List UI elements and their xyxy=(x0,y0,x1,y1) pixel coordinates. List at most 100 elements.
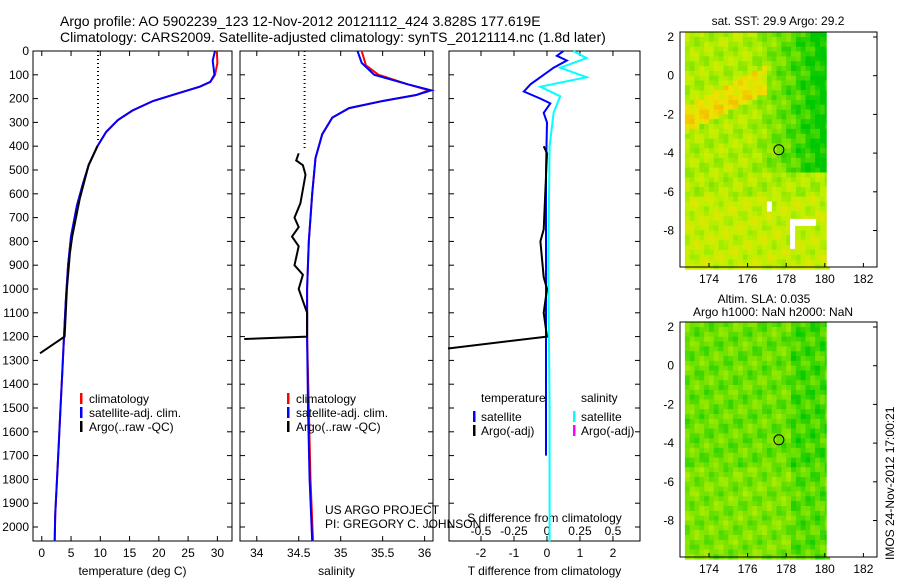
map-cell xyxy=(742,249,748,256)
map-cell xyxy=(713,240,719,246)
map-cell xyxy=(771,99,777,106)
map-cell xyxy=(689,245,695,251)
map-cell xyxy=(800,143,806,149)
map-cell xyxy=(815,109,821,115)
map-cell xyxy=(762,119,768,125)
map-cell xyxy=(776,380,782,386)
map-cell xyxy=(781,61,787,67)
x-tick-label: 20 xyxy=(152,546,166,560)
map-cell xyxy=(723,510,729,516)
map-cell xyxy=(762,235,768,241)
map-cell xyxy=(800,196,806,202)
map-cell xyxy=(699,109,705,115)
map-cell xyxy=(795,443,802,449)
map-cell xyxy=(781,447,787,454)
map-cell xyxy=(733,544,739,550)
map-cell xyxy=(781,418,787,425)
map-cell xyxy=(684,80,691,86)
map-cell xyxy=(815,240,821,246)
map-cell xyxy=(805,201,811,207)
map-cell xyxy=(689,506,695,512)
map-cell xyxy=(704,457,710,463)
map-cell xyxy=(795,506,802,512)
map-cell xyxy=(781,423,787,429)
y-tick-label: 1900 xyxy=(2,496,29,510)
map-cell xyxy=(810,206,816,212)
map-cell xyxy=(718,462,724,468)
map-cell xyxy=(699,535,705,541)
map-title: Altim. SLA: 0.035 xyxy=(718,292,811,306)
map-cell xyxy=(766,365,773,371)
map-cell xyxy=(723,399,729,405)
map-cell xyxy=(800,187,806,193)
map-cell xyxy=(728,109,734,115)
map-cell xyxy=(820,182,826,188)
map-cell xyxy=(766,90,773,96)
map-cell xyxy=(713,360,719,367)
x-axis-label: salinity xyxy=(318,564,355,578)
map-cell xyxy=(747,331,753,337)
map-cell xyxy=(757,85,763,91)
map-cell xyxy=(757,481,763,487)
map-cell xyxy=(786,51,792,57)
map-cell xyxy=(694,230,700,236)
map-cell xyxy=(820,109,826,115)
map-cell xyxy=(704,196,710,202)
map-cell xyxy=(704,80,710,86)
map-cell xyxy=(791,341,797,347)
map-cell xyxy=(694,249,700,256)
map-cell xyxy=(810,380,816,386)
map-cell xyxy=(795,520,802,526)
map-cell xyxy=(718,433,724,439)
map-cell xyxy=(689,240,695,246)
map-cell xyxy=(704,535,710,541)
map-cell xyxy=(733,462,739,468)
map-cell xyxy=(762,380,768,386)
map-cell xyxy=(728,428,734,434)
map-cell xyxy=(689,530,695,536)
map-cell xyxy=(689,216,695,222)
map-cell xyxy=(820,428,826,434)
map-cell xyxy=(757,360,763,367)
map-cell xyxy=(738,375,744,381)
map-cell xyxy=(810,216,816,222)
map-cell xyxy=(738,428,744,434)
map-cell xyxy=(820,104,826,110)
map-cell xyxy=(776,452,782,458)
y-tick-label: 200 xyxy=(9,92,29,106)
map-cell xyxy=(815,409,821,415)
map-cell xyxy=(800,462,806,468)
map-cell xyxy=(733,177,739,183)
map-cell xyxy=(786,385,792,391)
map-cell xyxy=(718,438,724,444)
map-cell xyxy=(699,201,705,207)
map-cell xyxy=(738,56,744,62)
map-cell xyxy=(762,206,768,212)
map-cell xyxy=(810,539,816,546)
map-cell xyxy=(723,360,729,367)
map-cell xyxy=(723,423,729,429)
map-cell xyxy=(742,520,748,526)
map-cell xyxy=(704,506,710,512)
map-cell xyxy=(800,385,806,391)
map-cell xyxy=(786,235,792,241)
map-cell xyxy=(742,177,748,183)
map-cell xyxy=(800,211,806,217)
map-cell xyxy=(810,177,816,183)
map-cell xyxy=(709,380,715,386)
map-cell xyxy=(786,515,792,521)
map-cell xyxy=(781,95,787,101)
map-cell xyxy=(776,389,782,396)
map-cell xyxy=(795,249,802,256)
map-cell xyxy=(704,365,710,371)
map-cell xyxy=(728,235,734,241)
map-cell xyxy=(699,452,705,458)
map-cell xyxy=(742,515,748,521)
map-cell xyxy=(805,467,811,473)
map-cell xyxy=(723,225,729,231)
map-cell xyxy=(771,225,777,231)
map-cell xyxy=(781,254,787,260)
map-cell xyxy=(757,356,763,362)
map-cell xyxy=(694,443,700,449)
map-cell xyxy=(781,443,787,449)
